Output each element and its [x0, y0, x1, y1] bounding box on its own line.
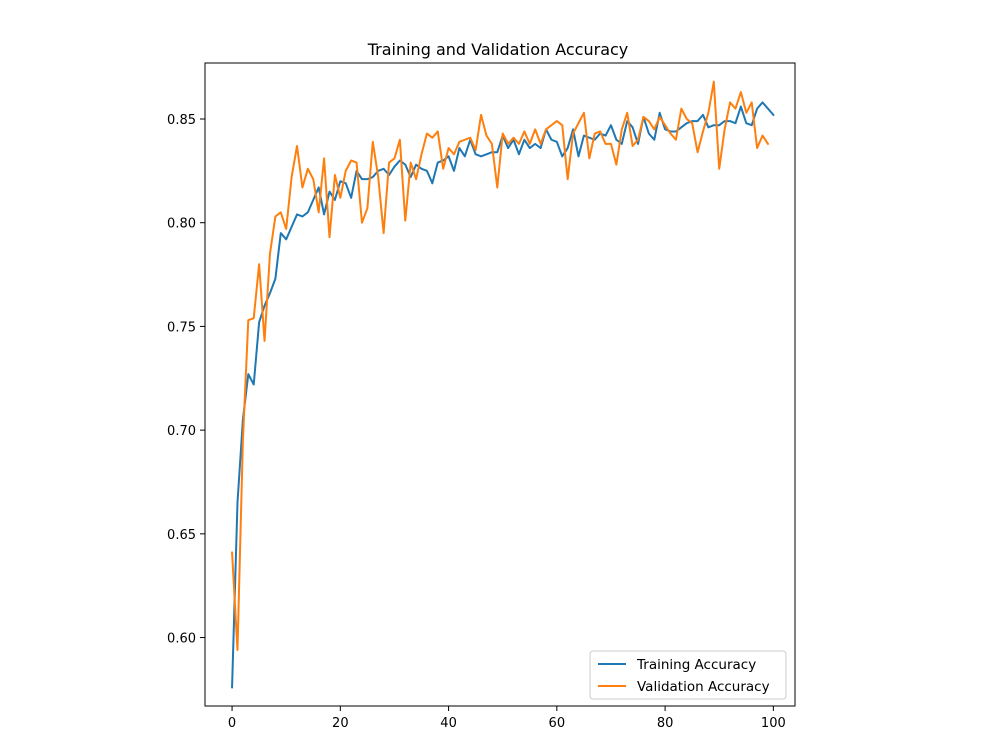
- chart-title: Training and Validation Accuracy: [367, 40, 629, 59]
- y-tick-label: 0.80: [167, 217, 196, 232]
- y-tick-label: 0.75: [167, 320, 196, 335]
- x-tick-label: 100: [761, 716, 786, 731]
- legend-label-validation: Validation Accuracy: [637, 679, 770, 695]
- x-tick-label: 80: [657, 716, 674, 731]
- y-axis: 0.60 0.65 0.70 0.75 0.80 0.85: [167, 113, 205, 647]
- series-layer: [231, 80, 775, 689]
- x-tick-label: 40: [440, 716, 457, 731]
- y-tick-label: 0.65: [167, 528, 196, 543]
- y-tick-label: 0.60: [167, 632, 196, 647]
- plot-area-frame: [204, 62, 796, 707]
- x-tick-label: 0: [228, 716, 236, 731]
- y-tick-label: 0.85: [167, 113, 196, 128]
- x-tick-label: 60: [549, 716, 566, 731]
- series-line-validation-accuracy: [231, 80, 770, 651]
- legend: Training Accuracy Validation Accuracy: [589, 650, 787, 700]
- legend-box: [589, 650, 787, 700]
- y-tick-label: 0.70: [167, 424, 196, 439]
- legend-label-training: Training Accuracy: [636, 657, 756, 673]
- x-axis: 0 20 40 60 80 100: [228, 706, 786, 731]
- x-tick-label: 20: [332, 716, 349, 731]
